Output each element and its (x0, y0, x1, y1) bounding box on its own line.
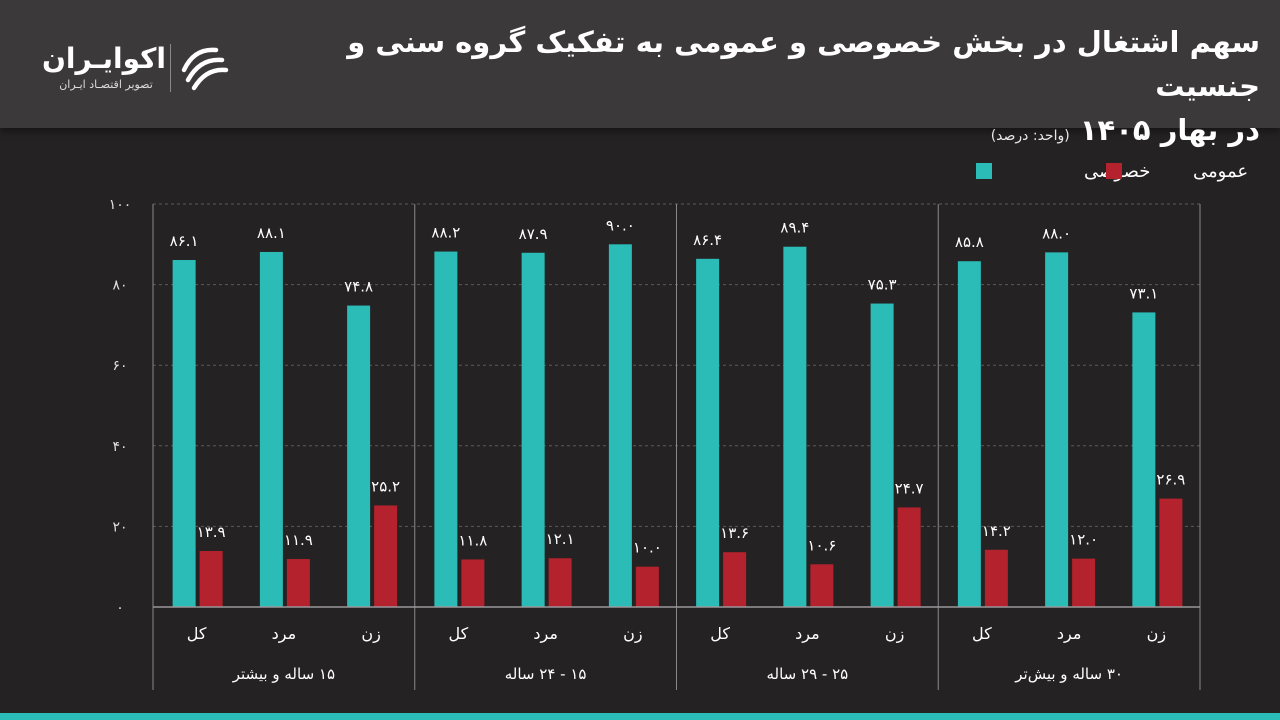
chart-title: سهم اشتغال در بخش خصوصی و عمومی به تفکیک… (280, 20, 1260, 158)
bar-private (172, 260, 196, 607)
bar-private (783, 246, 807, 607)
category-label: مرد (795, 624, 820, 644)
logo-tagline: تصویر اقتصـاد ایـران (59, 78, 153, 91)
bar-public (286, 559, 310, 607)
data-label-private: ۸۸.۱ (257, 224, 286, 242)
data-label-private: ۸۵.۸ (955, 233, 984, 251)
bar-private (347, 305, 371, 607)
data-label-private: ۷۳.۱ (1129, 284, 1158, 302)
data-label-public: ۱۱.۸ (458, 531, 487, 549)
category-label: زن (1147, 624, 1166, 644)
data-label-private: ۸۶.۱ (170, 232, 199, 250)
bar-public (635, 566, 659, 607)
data-label-private: ۷۵.۳ (868, 276, 897, 294)
bar-public (810, 564, 834, 607)
data-label-public: ۱۳.۶ (720, 524, 749, 542)
category-label: زن (885, 624, 904, 644)
category-label: کل (187, 624, 207, 643)
category-label: مرد (1057, 624, 1082, 644)
bar-public (461, 559, 485, 607)
bar-private (957, 261, 981, 607)
bar-public (1072, 558, 1096, 607)
bar-private (1045, 252, 1069, 608)
data-label-public: ۲۴.۷ (895, 479, 924, 497)
data-label-public: ۱۲.۱ (546, 530, 575, 548)
data-label-public: ۱۱.۹ (284, 531, 313, 549)
y-tick-label: ۶۰ (112, 358, 127, 374)
legend-swatch-private (976, 163, 992, 179)
title-line1: سهم اشتغال در بخش خصوصی و عمومی به تفکیک… (347, 25, 1260, 103)
bar-private (434, 251, 458, 607)
bar-public (548, 558, 572, 607)
group-label: ۱۵ - ۲۴ ساله (505, 665, 587, 683)
bottom-accent-bar (0, 713, 1280, 720)
legend-label-public: عمومی (1193, 161, 1248, 182)
data-label-public: ۱۴.۲ (982, 522, 1011, 540)
category-label: مرد (533, 624, 558, 644)
title-period: در بهار ۱۴۰۵ (1079, 113, 1260, 147)
data-label-private: ۸۸.۰ (1042, 224, 1071, 242)
data-label-public: ۱۲.۰ (1069, 531, 1098, 549)
bar-private (870, 303, 894, 607)
logo-name: اکوایـران (41, 42, 166, 75)
group-label: ۳۰ ساله و بیش‌تر (1014, 665, 1123, 683)
title-line2: در بهار ۱۴۰۵ (واحد: درصد) (280, 108, 1260, 158)
bar-private (696, 258, 720, 607)
unit-label: (واحد: درصد) (990, 128, 1070, 144)
bar-public (199, 550, 223, 607)
category-label: کل (972, 624, 992, 643)
bar-private (521, 252, 545, 607)
data-label-private: ۸۶.۴ (693, 231, 722, 249)
category-label: مرد (272, 624, 297, 644)
logo-mark-icon (181, 47, 229, 91)
group-label: ۲۵ - ۲۹ ساله (767, 665, 849, 683)
data-label-public: ۱۳.۹ (197, 523, 226, 541)
data-label-private: ۷۴.۸ (344, 278, 373, 296)
category-label: زن (623, 624, 642, 644)
bar-private (1132, 312, 1156, 607)
logo-divider (170, 44, 171, 92)
y-tick-label: ۴۰ (112, 439, 127, 455)
y-tick-label: ۸۰ (112, 278, 127, 294)
bar-private (259, 251, 283, 607)
data-label-private: ۸۸.۲ (431, 224, 460, 242)
legend-swatch-public (1106, 163, 1122, 179)
data-label-public: ۱۰.۰ (633, 539, 662, 557)
data-label-private: ۸۹.۴ (780, 219, 809, 237)
y-tick-label: ۰ (116, 600, 124, 616)
y-tick-label: ۱۰۰ (109, 197, 132, 213)
bar-public (374, 505, 398, 607)
header: سهم اشتغال در بخش خصوصی و عمومی به تفکیک… (0, 0, 1280, 147)
bar-public (723, 552, 747, 607)
category-label: زن (361, 624, 380, 644)
data-label-public: ۲۵.۲ (371, 477, 400, 495)
bar-private (608, 244, 632, 608)
data-label-private: ۸۷.۹ (519, 225, 548, 243)
bar-public (984, 549, 1008, 607)
bar-public (1159, 498, 1183, 607)
group-label: ۱۵ ساله و بیشتر (232, 665, 335, 683)
y-tick-label: ۲۰ (112, 519, 127, 535)
data-label-public: ۱۰.۶ (807, 536, 836, 554)
data-label-public: ۲۶.۹ (1156, 471, 1185, 489)
category-label: کل (710, 624, 730, 643)
bar-public (897, 507, 921, 607)
data-label-private: ۹۰.۰ (606, 216, 635, 234)
bar-chart: ۰۲۰۴۰۶۰۸۰۱۰۰خصوصیعمومی۸۶.۱۱۳.۹کل۸۸.۱۱۱.۹… (109, 161, 1248, 690)
category-label: کل (449, 624, 469, 643)
logo: اکوایـران تصویر اقتصـاد ایـران (41, 38, 236, 98)
